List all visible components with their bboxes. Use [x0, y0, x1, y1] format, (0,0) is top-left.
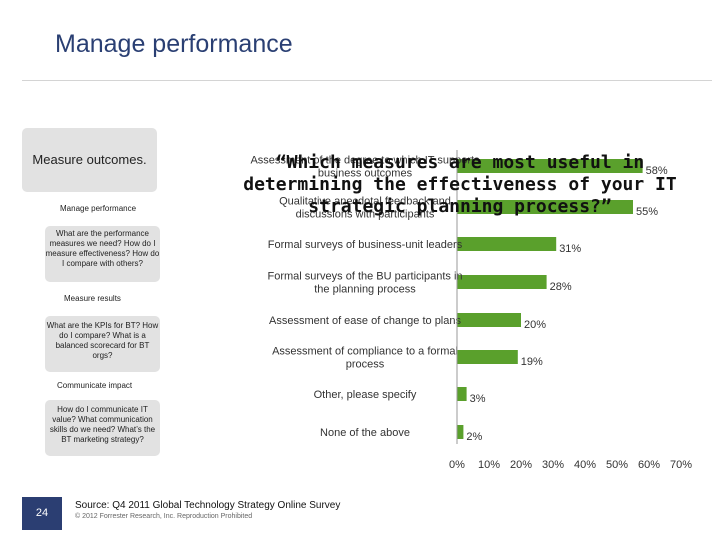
x-tick-label-2: 10%	[478, 459, 500, 471]
category-label-2: Qualitative anecdotal feedback and discus…	[279, 196, 451, 221]
bar-2	[457, 200, 633, 214]
x-tick-label-5: 40%	[574, 459, 596, 471]
bar-5	[457, 313, 521, 327]
x-tick-label-8: 70%	[670, 459, 692, 471]
bar-1	[457, 159, 643, 173]
bar-8	[457, 425, 464, 439]
section-panel-manage-performance	[45, 226, 160, 282]
x-tick-label-7: 60%	[638, 459, 660, 471]
x-tick-label-4: 30%	[542, 459, 564, 471]
category-label-1: Assessment of the degree to which IT sup…	[250, 155, 480, 180]
bar-7	[457, 387, 467, 401]
bar-6	[457, 350, 518, 364]
bar-3	[457, 237, 557, 251]
section-panel-measure-results	[45, 316, 160, 372]
category-label-4: Formal surveys of the BU participants in…	[267, 271, 462, 296]
section-text-manage-performance: What are the performance measures we nee…	[45, 229, 160, 268]
section-panel-communicate-impact	[45, 400, 160, 456]
value-label-4: 28%	[550, 281, 572, 293]
chart-title: “Which measures are most useful in deter…	[243, 152, 677, 217]
category-label-7: Other, please specify	[314, 389, 417, 401]
value-label-8: 2%	[466, 431, 482, 443]
category-label-8: None of the above	[320, 427, 410, 439]
value-label-2: 55%	[636, 206, 658, 218]
value-label-3: 31%	[559, 243, 581, 255]
outcome-panel	[22, 128, 157, 192]
x-tick-label-1: 0%	[449, 459, 465, 471]
value-label-7: 3%	[470, 393, 486, 405]
page-number: 24	[22, 497, 62, 530]
section-heading-manage-performance: Manage performance	[60, 204, 137, 213]
bar-4	[457, 275, 547, 289]
section-heading-measure-results: Measure results	[64, 294, 121, 303]
title-divider	[22, 80, 712, 81]
category-label-5: Assessment of ease of change to plans	[269, 315, 462, 327]
category-label-6: Assessment of compliance to a formal proc…	[272, 346, 458, 371]
source-note: Source: Q4 2011 Global Technology Strate…	[75, 500, 341, 511]
value-label-5: 20%	[524, 319, 546, 331]
section-text-communicate-impact: How do I communicate IT value? What comm…	[49, 405, 156, 444]
section-heading-communicate-impact: Communicate impact	[57, 381, 133, 390]
category-label-3: Formal surveys of business-unit leaders	[268, 239, 463, 251]
value-label-6: 19%	[521, 356, 543, 368]
copyright-note: © 2012 Forrester Research, Inc. Reproduc…	[75, 513, 253, 520]
section-text-measure-results: What are the KPIs for BT? How do I compa…	[46, 321, 159, 360]
value-label-1: 58%	[646, 165, 668, 177]
slide-title: Manage performance	[55, 30, 293, 58]
x-tick-label-3: 20%	[510, 459, 532, 471]
x-tick-label-6: 50%	[606, 459, 628, 471]
outcome-label: Measure outcomes.	[32, 152, 147, 167]
